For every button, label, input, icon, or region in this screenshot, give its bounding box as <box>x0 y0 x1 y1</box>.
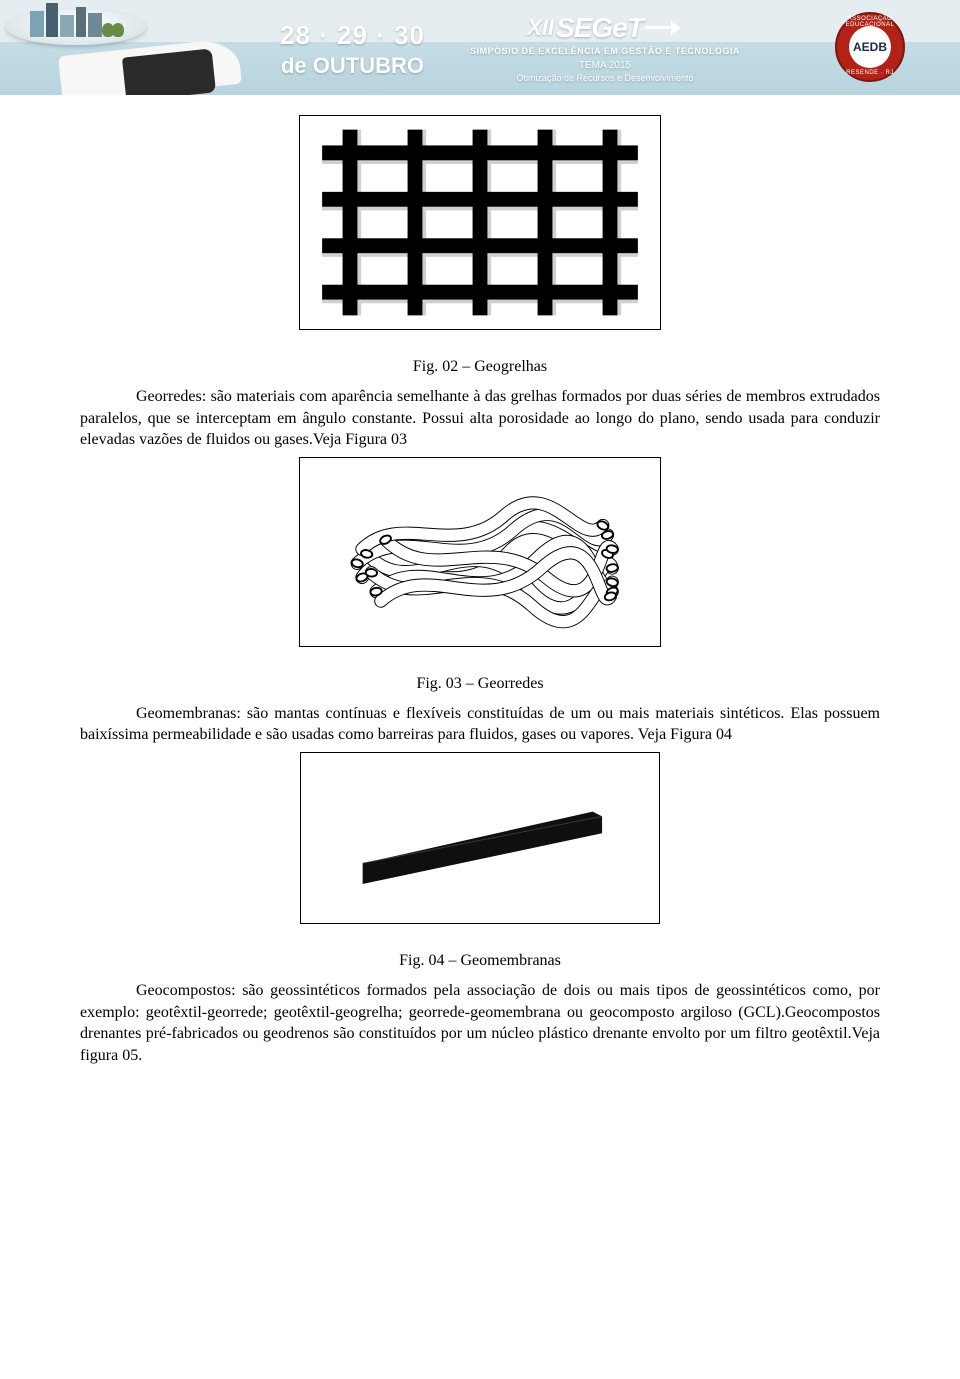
p1-text: Georredes: são materiais com aparência s… <box>80 388 880 448</box>
page-content: Fig. 02 – Geogrelhas Georredes: são mate… <box>0 95 960 1112</box>
geomembrane-svg <box>311 760 649 915</box>
badge-ring-top: ASSOCIAÇÃO EDUCACIONAL <box>837 16 903 28</box>
geogrid-svg <box>310 125 650 320</box>
event-tagline: SIMPÓSIO DE EXCELÊNCIA EM GESTÃO E TECNO… <box>440 46 770 56</box>
p3-text: Geocompostos: são geossintéticos formado… <box>80 982 880 1064</box>
arrow-icon <box>645 18 683 38</box>
event-subtitle: Otimização de Recursos e Desenvolvimento <box>440 73 770 83</box>
event-year: TEMA 2015 <box>440 60 770 71</box>
figure-04-caption: Fig. 04 – Geomembranas <box>80 952 880 970</box>
paragraph-geocompostos: Geocompostos: são geossintéticos formado… <box>80 980 880 1066</box>
paragraph-geomembranas: Geomembranas: são mantas contínuas e fle… <box>80 703 880 746</box>
figure-03-georredes <box>299 457 661 647</box>
paragraph-georredes: Georredes: são materiais com aparência s… <box>80 386 880 451</box>
aedb-badge: ASSOCIAÇÃO EDUCACIONAL AEDB RESENDE · RJ <box>835 12 905 82</box>
figure-04-geomembranas <box>300 752 660 924</box>
badge-center: AEDB <box>849 26 891 68</box>
event-dates: 28 · 29 · 30 de OUTUBRO <box>280 20 425 79</box>
seget-logo: XII SEGeT <box>440 12 770 44</box>
badge-ring-bottom: RESENDE · RJ <box>837 70 903 76</box>
event-edition: XII <box>527 15 554 41</box>
geonet-svg <box>310 464 650 639</box>
dates-month: de OUTUBRO <box>280 53 425 79</box>
figure-02-caption: Fig. 02 – Geogrelhas <box>80 358 880 376</box>
dates-numbers: 28 · 29 · 30 <box>280 20 425 51</box>
hand-tray-illustration <box>0 3 230 93</box>
event-logo-block: XII SEGeT SIMPÓSIO DE EXCELÊNCIA EM GEST… <box>440 12 770 83</box>
figure-02-geogrelhas <box>299 115 661 330</box>
event-name: SEGeT <box>556 12 643 44</box>
conference-header-banner: 28 · 29 · 30 de OUTUBRO XII SEGeT SIMPÓS… <box>0 0 960 95</box>
figure-03-caption: Fig. 03 – Georredes <box>80 675 880 693</box>
p2-text: Geomembranas: são mantas contínuas e fle… <box>80 705 880 744</box>
